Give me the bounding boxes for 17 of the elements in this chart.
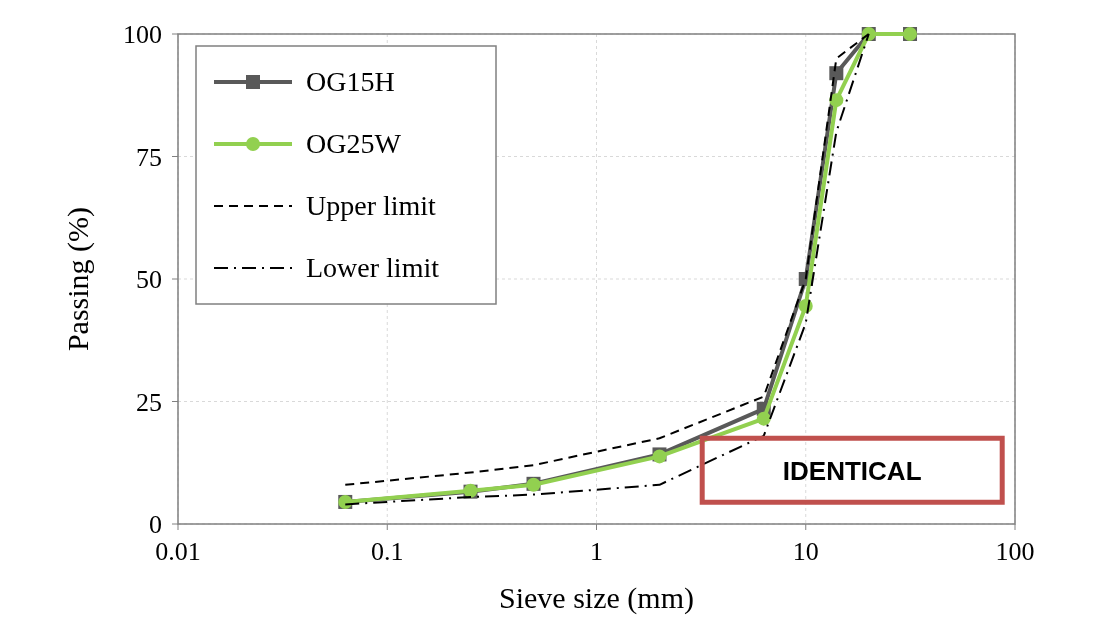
y-tick-label: 0 [149, 510, 162, 539]
y-tick-label: 75 [136, 142, 162, 172]
x-axis-title: Sieve size (mm) [499, 581, 694, 615]
y-axis-title: Passing (%) [61, 206, 95, 352]
y-tick-label: 100 [123, 20, 162, 49]
y-tick-label: 50 [136, 265, 162, 294]
x-tick-label: 0.01 [155, 537, 201, 566]
legend-label: OG15H [306, 66, 395, 97]
x-tick-label: 0.1 [371, 537, 404, 566]
legend-label: Upper limit [306, 190, 437, 221]
y-tick-label: 25 [136, 387, 162, 417]
x-tick-label: 10 [792, 537, 819, 566]
legend-label: OG25W [306, 128, 402, 159]
x-tick-label: 1 [590, 537, 603, 566]
x-tick-label: 100 [995, 537, 1035, 566]
annotation: IDENTICAL [782, 456, 922, 487]
legend-label: Lower limit [306, 252, 440, 283]
